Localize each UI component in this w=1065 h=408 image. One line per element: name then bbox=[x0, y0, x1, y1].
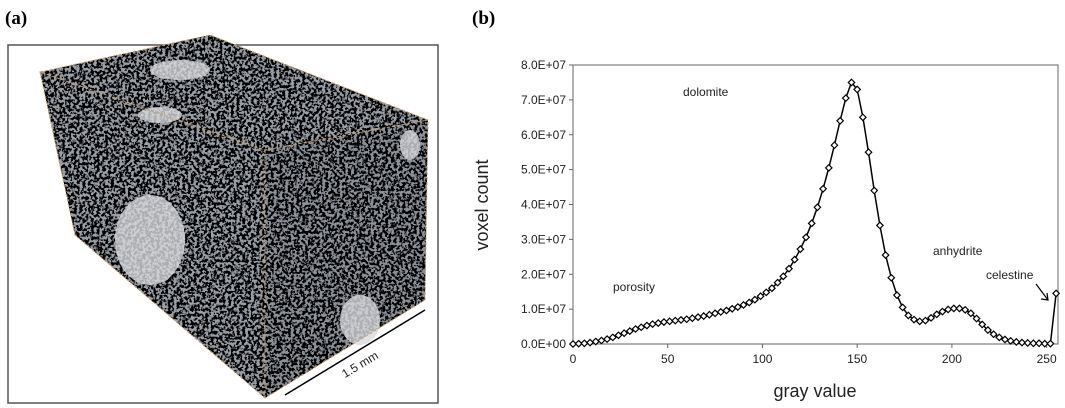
data-marker bbox=[649, 321, 655, 327]
annotation: celestine bbox=[986, 268, 1034, 282]
data-marker bbox=[882, 252, 888, 258]
annotation-arrow bbox=[1036, 284, 1048, 300]
y-axis-title: voxel count bbox=[472, 159, 492, 250]
data-marker bbox=[888, 275, 894, 281]
data-marker bbox=[820, 186, 826, 192]
data-marker bbox=[655, 320, 661, 326]
data-marker bbox=[598, 337, 604, 343]
data-marker bbox=[1007, 338, 1013, 344]
data-marker bbox=[831, 142, 837, 148]
data-marker bbox=[701, 313, 707, 319]
y-tick-label: 6.0E+07 bbox=[521, 128, 566, 142]
x-tick-label: 50 bbox=[661, 352, 675, 366]
data-marker bbox=[689, 315, 695, 321]
data-marker bbox=[962, 307, 968, 313]
data-marker bbox=[860, 114, 866, 120]
data-marker bbox=[837, 118, 843, 124]
data-marker bbox=[706, 312, 712, 318]
data-line bbox=[573, 82, 1056, 344]
data-marker bbox=[797, 246, 803, 252]
data-marker bbox=[871, 187, 877, 193]
data-marker bbox=[843, 95, 849, 101]
annotation: dolomite bbox=[683, 85, 729, 99]
data-marker bbox=[809, 220, 815, 226]
data-marker bbox=[894, 292, 900, 298]
x-tick-label: 150 bbox=[847, 352, 867, 366]
data-marker bbox=[814, 204, 820, 210]
data-marker bbox=[666, 318, 672, 324]
data-marker bbox=[587, 339, 593, 345]
data-marker bbox=[678, 317, 684, 323]
y-tick-label: 0.0E+00 bbox=[521, 337, 566, 351]
data-marker bbox=[826, 165, 832, 171]
x-tick-label: 0 bbox=[570, 352, 577, 366]
x-axis-title: gray value bbox=[773, 381, 856, 401]
y-tick-label: 8.0E+07 bbox=[521, 58, 566, 72]
x-tick-label: 100 bbox=[752, 352, 772, 366]
x-tick-label: 200 bbox=[942, 352, 962, 366]
data-marker bbox=[803, 234, 809, 240]
data-marker bbox=[1047, 340, 1053, 346]
data-marker bbox=[661, 319, 667, 325]
y-tick-label: 5.0E+07 bbox=[521, 163, 566, 177]
data-marker bbox=[672, 317, 678, 323]
y-tick-label: 4.0E+07 bbox=[521, 198, 566, 212]
data-marker bbox=[956, 305, 962, 311]
y-tick-label: 7.0E+07 bbox=[521, 93, 566, 107]
annotation: porosity bbox=[613, 280, 655, 294]
y-tick-label: 3.0E+07 bbox=[521, 232, 566, 246]
data-marker bbox=[865, 149, 871, 155]
y-tick-label: 1.0E+07 bbox=[521, 302, 566, 316]
data-marker bbox=[877, 222, 883, 228]
x-tick-label: 250 bbox=[1037, 352, 1057, 366]
figure: (a) (b) 1.5 mm gray value voxel count 0.… bbox=[0, 0, 1065, 408]
data-marker bbox=[581, 340, 587, 346]
panel-label: (a) bbox=[5, 8, 27, 29]
data-marker bbox=[683, 316, 689, 322]
data-marker bbox=[712, 310, 718, 316]
y-tick-label: 2.0E+07 bbox=[521, 267, 566, 281]
data-marker bbox=[718, 309, 724, 315]
plot-frame bbox=[573, 65, 1058, 344]
annotation: anhydrite bbox=[933, 244, 983, 258]
panel-label: (b) bbox=[472, 8, 495, 29]
data-marker bbox=[695, 314, 701, 320]
